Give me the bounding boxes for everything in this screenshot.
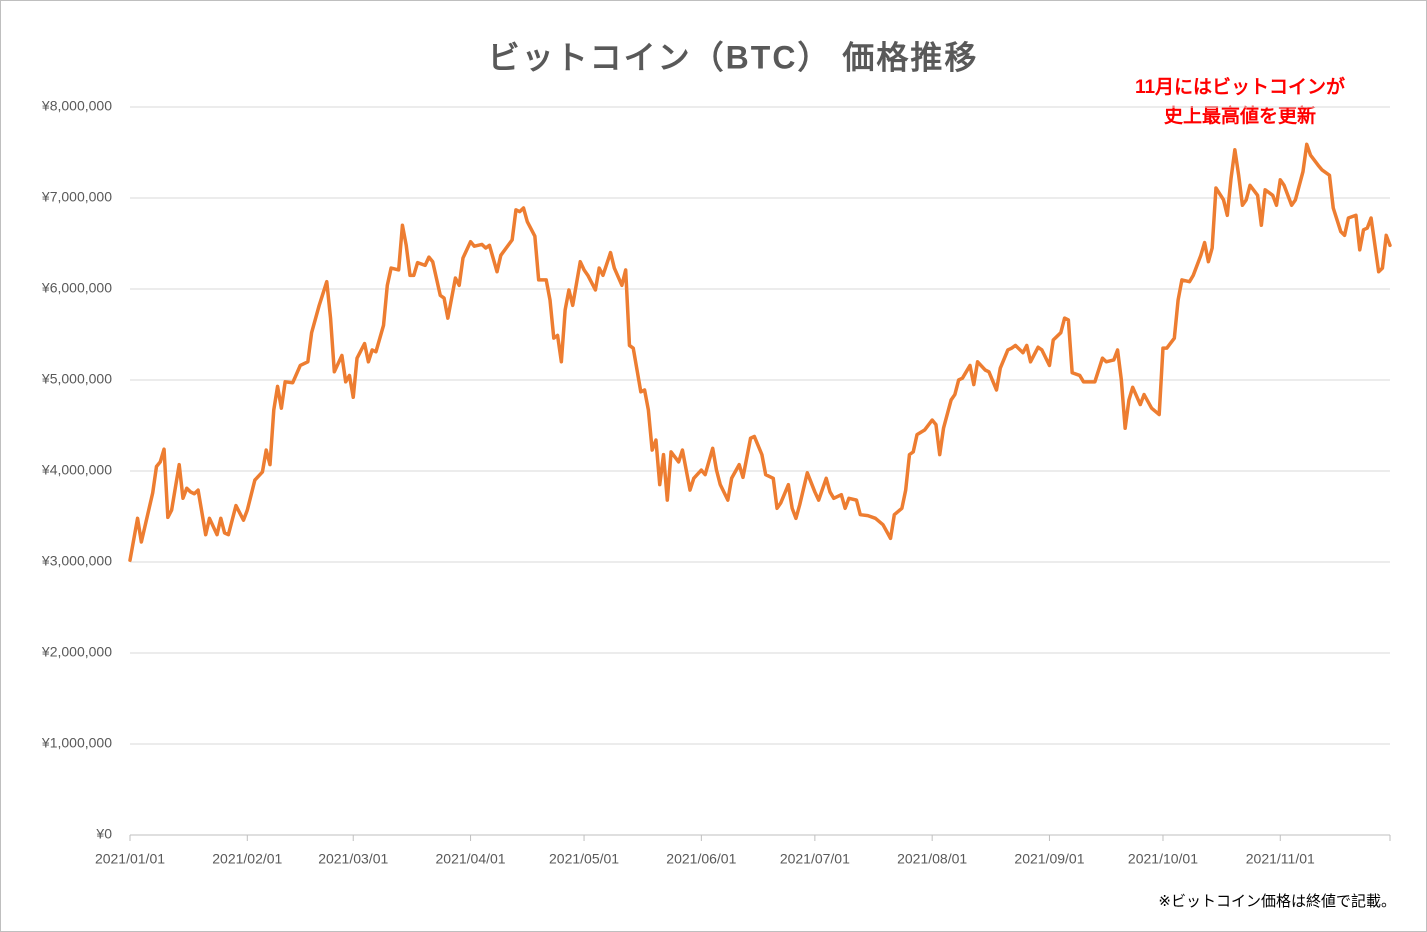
x-tick-label: 2021/09/01 [1014,851,1084,867]
x-tick-label: 2021/07/01 [780,851,850,867]
y-tick-label: ¥0 [95,826,112,842]
x-tick-label: 2021/01/01 [95,851,165,867]
x-tick-label: 2021/05/01 [549,851,619,867]
x-tick-label: 2021/08/01 [897,851,967,867]
x-tick-label: 2021/02/01 [212,851,282,867]
y-tick-label: ¥6,000,000 [41,280,112,296]
y-tick-label: ¥3,000,000 [41,553,112,569]
y-tick-label: ¥1,000,000 [41,735,112,751]
x-tick-label: 2021/10/01 [1128,851,1198,867]
annotation: 史上最高値を更新 [1164,104,1316,127]
y-tick-label: ¥7,000,000 [41,189,112,205]
y-tick-label: ¥4,000,000 [41,462,112,478]
x-tick-label: 2021/06/01 [666,851,736,867]
annotation: 11月にはビットコインが [1135,75,1345,98]
x-tick-label: 2021/03/01 [318,851,388,867]
x-tick-label: 2021/11/01 [1246,851,1315,867]
footnote: ※ビットコイン価格は終値で記載。 [1158,893,1396,910]
y-tick-label: ¥2,000,000 [41,644,112,660]
y-tick-label: ¥5,000,000 [41,371,112,387]
price-line [128,142,1392,562]
chart-title: ビットコイン（BTC） 価格推移 [488,39,979,75]
x-tick-label: 2021/04/01 [436,851,506,867]
y-tick-label: ¥8,000,000 [41,98,112,114]
